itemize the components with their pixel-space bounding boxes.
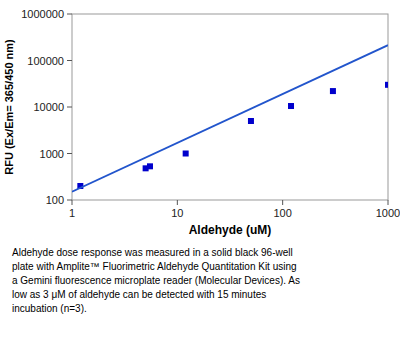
scatter-point (183, 151, 189, 157)
scatter-point (385, 82, 388, 88)
chart: 1 10 100 1000 100 1000 10000 100000 1000000 Aldeh… (0, 0, 400, 361)
plot-frame (72, 14, 388, 200)
scatter-point (288, 103, 294, 109)
y-axis: 100 1000 10000 100000 1000000 (21, 8, 72, 206)
x-tick (72, 200, 73, 205)
x-tick-label: 1000 (376, 207, 400, 219)
x-tick-label: 1 (69, 207, 75, 219)
caption-line: low as 3 μM of aldehyde can be detected … (12, 289, 266, 300)
x-axis: 1 10 100 1000 (69, 200, 400, 219)
caption-line: a Gemini fluorescence microplate reader … (12, 275, 300, 286)
y-tick-label: 100 (46, 194, 64, 206)
y-tick (67, 107, 72, 108)
marks (72, 45, 388, 191)
y-tick (67, 14, 72, 15)
y-axis-label: RFU (Ex/Em= 365/450 nm) (3, 39, 15, 175)
y-tick-label: 100000 (27, 55, 64, 67)
scatter-point (330, 88, 336, 94)
y-tick (67, 200, 72, 201)
y-tick-label: 1000000 (21, 8, 64, 20)
x-tick (388, 200, 389, 205)
x-tick (177, 200, 178, 205)
scatter-point (248, 118, 254, 124)
scatter-point (147, 163, 153, 169)
x-tick-label: 10 (171, 207, 183, 219)
x-tick-label: 100 (273, 207, 291, 219)
y-tick (67, 153, 72, 154)
y-tick-label: 1000 (40, 148, 64, 160)
caption-line: incubation (n=3). (12, 303, 87, 314)
x-axis-label: Aldehyde (uM) (189, 223, 272, 237)
fit-line (72, 45, 388, 191)
caption-line: plate with Amplite™ Fluorimetric Aldehyd… (12, 261, 297, 272)
x-tick (282, 200, 283, 205)
caption-line: Aldehyde dose response was measured in a… (12, 247, 293, 258)
y-tick (67, 60, 72, 61)
y-tick-label: 10000 (33, 101, 64, 113)
caption: Aldehyde dose response was measured in a… (12, 247, 300, 314)
